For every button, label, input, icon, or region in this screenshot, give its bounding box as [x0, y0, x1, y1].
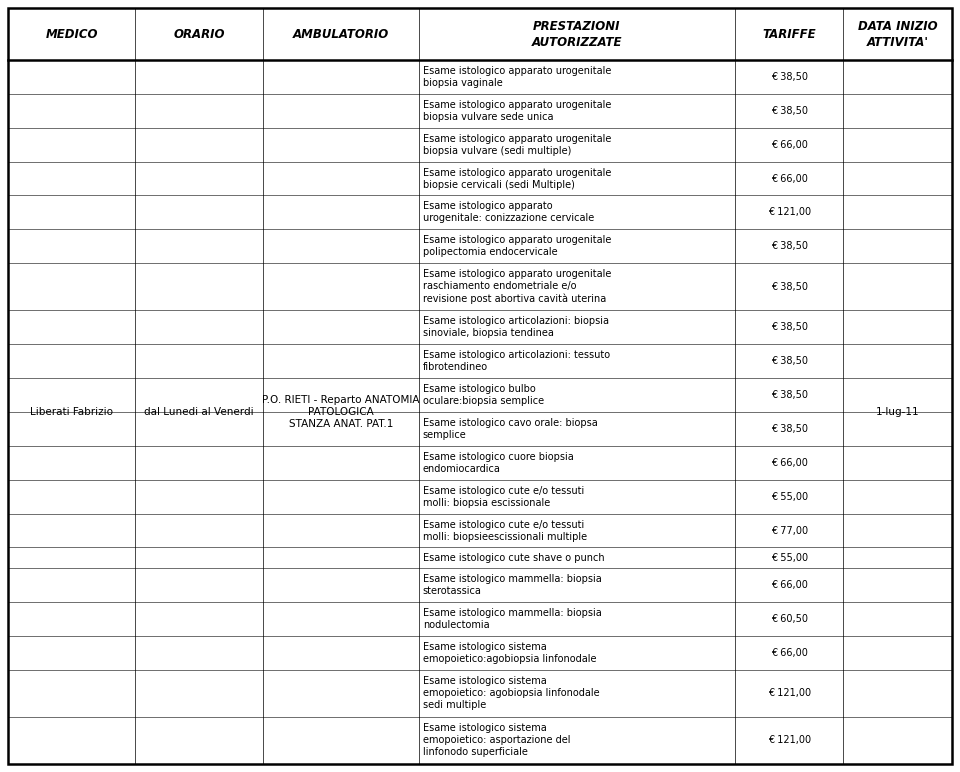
Text: DATA INIZIO
ATTIVITA': DATA INIZIO ATTIVITA' — [858, 19, 938, 49]
Text: € 38,50: € 38,50 — [771, 424, 807, 434]
Text: € 66,00: € 66,00 — [771, 580, 807, 590]
Text: ORARIO: ORARIO — [174, 28, 225, 40]
Text: € 60,50: € 60,50 — [771, 614, 807, 624]
Text: € 38,50: € 38,50 — [771, 323, 807, 332]
Text: Esame istologico apparato urogenitale
raschiamento endometriale e/o
revisione po: Esame istologico apparato urogenitale ra… — [422, 269, 611, 304]
Text: Esame istologico bulbo
oculare:biopsia semplice: Esame istologico bulbo oculare:biopsia s… — [422, 384, 543, 406]
Text: Esame istologico mammella: biopsia
sterotassica: Esame istologico mammella: biopsia stero… — [422, 574, 601, 596]
Text: Liberati Fabrizio: Liberati Fabrizio — [30, 407, 113, 417]
Text: P.O. RIETI - Reparto ANATOMIA
PATOLOGICA
STANZA ANAT. PAT.1: P.O. RIETI - Reparto ANATOMIA PATOLOGICA… — [262, 395, 420, 428]
Text: Esame istologico articolazioni: tessuto
fibrotendineo: Esame istologico articolazioni: tessuto … — [422, 350, 610, 372]
Text: Esame istologico cute shave o punch: Esame istologico cute shave o punch — [422, 553, 604, 563]
Text: € 38,50: € 38,50 — [771, 390, 807, 400]
Text: Esame istologico apparato
urogenitale: conizzazione cervicale: Esame istologico apparato urogenitale: c… — [422, 201, 594, 223]
Text: Esame istologico apparato urogenitale
biopsia vulvare (sedi multiple): Esame istologico apparato urogenitale bi… — [422, 134, 611, 156]
Text: € 66,00: € 66,00 — [771, 458, 807, 468]
Text: dal Lunedi al Venerdi: dal Lunedi al Venerdi — [144, 407, 254, 417]
Text: Esame istologico sistema
emopoietico: agobiopsia linfonodale
sedi multiple: Esame istologico sistema emopoietico: ag… — [422, 676, 599, 710]
Text: € 38,50: € 38,50 — [771, 356, 807, 366]
Text: Esame istologico cavo orale: biopsa
semplice: Esame istologico cavo orale: biopsa semp… — [422, 418, 597, 440]
Text: € 55,00: € 55,00 — [771, 492, 807, 502]
Text: € 38,50: € 38,50 — [771, 242, 807, 252]
Text: € 66,00: € 66,00 — [771, 140, 807, 150]
Text: MEDICO: MEDICO — [45, 28, 98, 40]
Text: € 121,00: € 121,00 — [768, 736, 811, 746]
Text: € 66,00: € 66,00 — [771, 648, 807, 658]
Text: € 77,00: € 77,00 — [771, 526, 807, 536]
Text: PRESTAZIONI
AUTORIZZATE: PRESTAZIONI AUTORIZZATE — [532, 19, 622, 49]
Text: Esame istologico cute e/o tessuti
molli: biopsieescissionali multiple: Esame istologico cute e/o tessuti molli:… — [422, 520, 587, 541]
Text: € 55,00: € 55,00 — [771, 553, 807, 563]
Text: € 121,00: € 121,00 — [768, 208, 811, 218]
Text: 1-lug-11: 1-lug-11 — [876, 407, 920, 417]
Text: Esame istologico cute e/o tessuti
molli: biopsia escissionale: Esame istologico cute e/o tessuti molli:… — [422, 486, 584, 508]
Text: Esame istologico apparato urogenitale
biopsie cervicali (sedi Multiple): Esame istologico apparato urogenitale bi… — [422, 168, 611, 190]
Text: € 38,50: € 38,50 — [771, 72, 807, 82]
Text: € 66,00: € 66,00 — [771, 174, 807, 184]
Text: Esame istologico apparato urogenitale
biopsia vaginale: Esame istologico apparato urogenitale bi… — [422, 66, 611, 88]
Text: Esame istologico cuore biopsia
endomiocardica: Esame istologico cuore biopsia endomioca… — [422, 452, 573, 474]
Text: Esame istologico mammella: biopsia
nodulectomia: Esame istologico mammella: biopsia nodul… — [422, 608, 601, 630]
Text: Esame istologico sistema
emopoietico: asportazione del
linfonodo superficiale: Esame istologico sistema emopoietico: as… — [422, 723, 570, 757]
Text: Esame istologico apparato urogenitale
polipectomia endocervicale: Esame istologico apparato urogenitale po… — [422, 235, 611, 257]
Text: AMBULATORIO: AMBULATORIO — [293, 28, 389, 40]
Text: TARIFFE: TARIFFE — [762, 28, 816, 40]
Text: € 38,50: € 38,50 — [771, 106, 807, 116]
Text: Esame istologico apparato urogenitale
biopsia vulvare sede unica: Esame istologico apparato urogenitale bi… — [422, 100, 611, 122]
Text: € 38,50: € 38,50 — [771, 282, 807, 292]
Text: Esame istologico sistema
emopoietico:agobiopsia linfonodale: Esame istologico sistema emopoietico:ago… — [422, 642, 596, 664]
Text: € 121,00: € 121,00 — [768, 689, 811, 698]
Text: Esame istologico articolazioni: biopsia
sinoviale, biopsia tendinea: Esame istologico articolazioni: biopsia … — [422, 317, 609, 338]
